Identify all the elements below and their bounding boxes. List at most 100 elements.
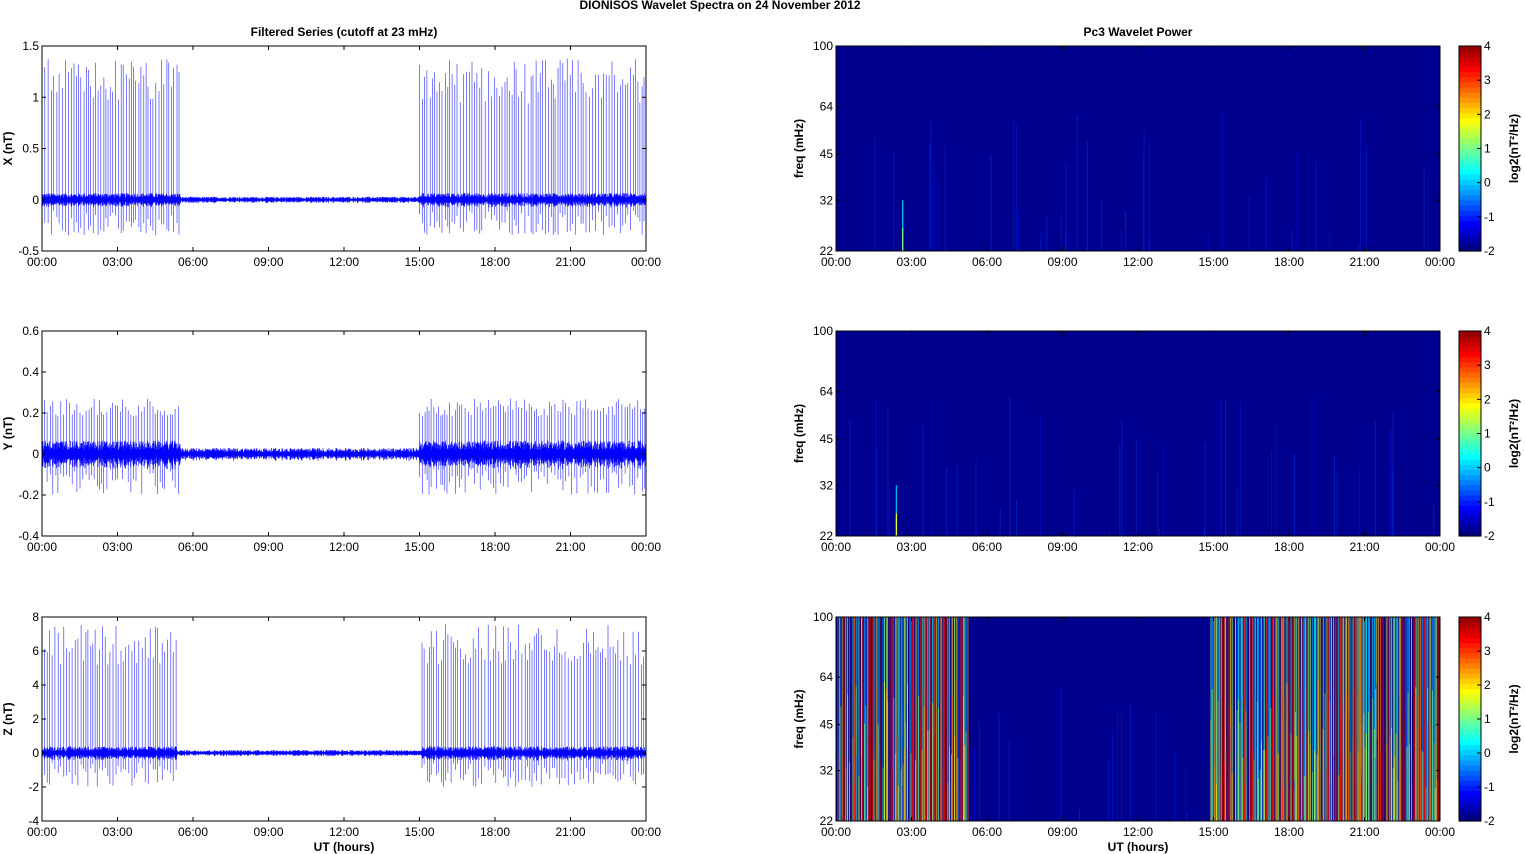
heat-1-xtick-label: 18:00 <box>1274 255 1304 269</box>
ylabel: Z (nT) <box>1 702 15 735</box>
colorbar-cell <box>1459 366 1481 373</box>
colorbar-cell <box>1459 815 1481 822</box>
line-0-xtick-label: 00:00 <box>631 255 661 269</box>
line-0-xtick-label: 09:00 <box>253 255 283 269</box>
power-background <box>836 331 1440 536</box>
line-panel-2: -0.4 -0.2 0 0.2 0.4 0.6 00:00 03:00 06:00 09:00 12… <box>1 324 661 554</box>
colorbar-cell <box>1459 225 1481 232</box>
colorbar-tick-label: 3 <box>1484 73 1491 87</box>
colorbar: 4 3 2 1 0 -1 -2 log2(nT²/Hz) <box>1458 610 1521 828</box>
colorbar-cell <box>1459 76 1481 83</box>
colorbar-cell <box>1459 148 1481 155</box>
colorbar-cell <box>1459 632 1481 638</box>
colorbar-cell <box>1459 662 1481 669</box>
line-0-xtick-label: 12:00 <box>329 255 359 269</box>
ylabel: freq (mHz) <box>792 119 806 178</box>
heat-5-xlabel: UT (hours) <box>1108 840 1169 854</box>
heat-1-xtick-label: 00:00 <box>1425 255 1455 269</box>
colorbar-cell <box>1459 448 1481 455</box>
heat-1-xtick-label: 06:00 <box>972 255 1002 269</box>
colorbar-tick-label: 2 <box>1484 107 1491 121</box>
colorbar-cell <box>1459 423 1481 429</box>
ytick-label: 1.5 <box>22 39 39 53</box>
colorbar-cell <box>1459 515 1481 522</box>
colorbar-cell <box>1459 459 1481 465</box>
ytick-label: 45 <box>820 718 834 732</box>
colorbar-cell <box>1459 102 1481 109</box>
colorbar-tick-label: -1 <box>1484 780 1495 794</box>
colorbar-cell <box>1459 122 1481 129</box>
colorbar-cell <box>1459 734 1481 740</box>
line-2-xtick-label: 00:00 <box>27 540 57 554</box>
colorbar-cell <box>1459 331 1481 337</box>
series-noise-band <box>41 746 647 761</box>
heat-5-xtick-label: 09:00 <box>1047 825 1077 839</box>
ytick-label: 64 <box>820 670 834 684</box>
colorbar-tick-label: 0 <box>1484 176 1491 190</box>
line-4-xtick-label: 00:00 <box>631 825 661 839</box>
colorbar-cell <box>1459 530 1481 537</box>
colorbar-cell <box>1459 489 1481 496</box>
ylabel: freq (mHz) <box>792 689 806 748</box>
colorbar-cell <box>1459 683 1481 689</box>
heat-3-xtick-label: 18:00 <box>1274 540 1304 554</box>
heat-1-xtick-label: 12:00 <box>1123 255 1153 269</box>
ytick-label: -4 <box>28 814 39 828</box>
series-spikes <box>41 624 644 787</box>
heat-3-xtick-label: 03:00 <box>896 540 926 554</box>
colorbar-cell <box>1459 402 1481 409</box>
colorbar-cell <box>1459 107 1481 114</box>
colorbar-cell <box>1459 81 1481 88</box>
colorbar-cell <box>1459 240 1481 247</box>
colorbar-cell <box>1459 790 1481 797</box>
ytick-label: 2 <box>32 712 39 726</box>
colorbar-cell <box>1459 179 1481 185</box>
ytick-label: 0 <box>32 447 39 461</box>
line-2-xtick-label: 09:00 <box>253 540 283 554</box>
colorbar-cell <box>1459 780 1481 786</box>
plot-frame <box>41 45 647 252</box>
heat-1-xtick-label: 21:00 <box>1349 255 1379 269</box>
colorbar-cell <box>1459 698 1481 705</box>
colorbar-cell <box>1459 469 1481 476</box>
ytick-label: 100 <box>813 39 833 53</box>
colorbar-cell <box>1459 392 1481 399</box>
colorbar-cell <box>1459 754 1481 761</box>
plot-frame <box>41 616 647 822</box>
colorbar-cell <box>1459 759 1481 766</box>
colorbar-cell <box>1459 713 1481 720</box>
colorbar-cell <box>1459 204 1481 211</box>
ytick-label: 6 <box>32 644 39 658</box>
colorbar-cell <box>1459 92 1481 98</box>
ytick-label: 0.2 <box>22 406 39 420</box>
ytick-label: 64 <box>820 384 834 398</box>
line-4-xtick-label: 06:00 <box>178 825 208 839</box>
colorbar-cell <box>1459 346 1481 353</box>
colorbar-cell <box>1459 372 1481 378</box>
colorbar-cell <box>1459 377 1481 383</box>
colorbar-cell <box>1459 220 1481 226</box>
colorbar-cell <box>1459 510 1481 517</box>
heat-3-xtick-label: 12:00 <box>1123 540 1153 554</box>
heat-3-xtick-label: 09:00 <box>1047 540 1077 554</box>
line-0-xtick-label: 06:00 <box>178 255 208 269</box>
heat-5-xtick-label: 03:00 <box>896 825 926 839</box>
colorbar-cell <box>1459 627 1481 633</box>
series-noise-band <box>41 193 647 208</box>
colorbar-cell <box>1459 729 1481 735</box>
colorbar-cell <box>1459 87 1481 93</box>
colorbar-tick-label: 2 <box>1484 678 1491 692</box>
heat-5-xtick-label: 06:00 <box>972 825 1002 839</box>
ylabel: freq (mHz) <box>792 404 806 463</box>
colorbar-cell <box>1459 418 1481 424</box>
line-4-xtick-label: 15:00 <box>404 825 434 839</box>
colorbar-cell <box>1459 61 1481 68</box>
colorbar: 4 3 2 1 0 -1 -2 log2(nT²/Hz) <box>1458 39 1521 258</box>
heat-5-xtick-label: 21:00 <box>1349 825 1379 839</box>
colorbar-tick-label: 1 <box>1484 712 1491 726</box>
colorbar-cell <box>1459 51 1481 57</box>
colorbar-cell <box>1459 719 1481 725</box>
colorbar-tick-label: 4 <box>1484 39 1491 53</box>
colorbar-cell <box>1459 438 1481 445</box>
line-4-xtick-label: 21:00 <box>555 825 585 839</box>
